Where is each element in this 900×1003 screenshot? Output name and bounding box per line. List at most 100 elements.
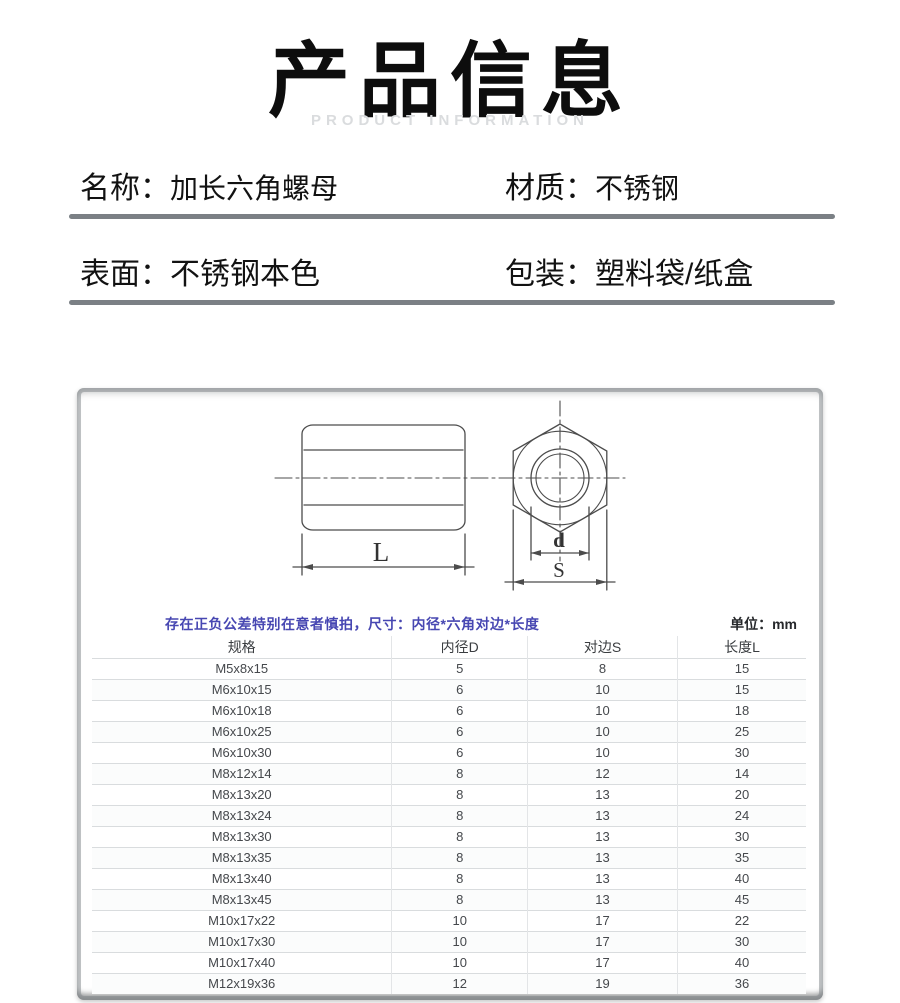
surface-value: 不锈钢本色 (170, 257, 320, 291)
table-cell: 45 (676, 888, 806, 910)
table-header-cell: 内径D (391, 636, 528, 658)
table-cell: 30 (676, 741, 806, 763)
table-cell: 18 (676, 699, 806, 721)
table-row: M6x10x18 6 10 18 (92, 699, 806, 721)
table-cell: 10 (527, 699, 678, 721)
divider-line (69, 213, 835, 219)
table-cell: 24 (676, 804, 806, 826)
table-row: M10x17x30 10 17 30 (92, 930, 806, 952)
table-cell: 14 (676, 762, 806, 784)
page-title: 产品信息 (267, 36, 632, 127)
table-row: M6x10x15 6 10 15 (92, 678, 806, 700)
table-cell: 6 (391, 699, 528, 721)
surface-field: 表面：不锈钢本色 (80, 249, 320, 293)
table-cell: 13 (527, 783, 678, 805)
table-cell: 10 (391, 930, 528, 952)
table-cell: 30 (676, 825, 806, 847)
side-view-drawing (274, 424, 511, 576)
tolerance-note: 存在正负公差特别在意者慎拍，尺寸：内径*六角对边*长度 (165, 616, 540, 632)
table-cell: 40 (676, 951, 806, 973)
table-cell: 6 (391, 678, 528, 700)
table-row: M5x8x15 5 8 15 (92, 657, 806, 679)
table-header-cell: 长度L (676, 636, 806, 658)
table-cell: M8x13x20 (92, 783, 392, 805)
table-cell: 8 (391, 846, 528, 868)
dimension-label-L: L (373, 537, 390, 567)
table-cell: M5x8x15 (92, 657, 392, 679)
table-row: M12x19x36 12 19 36 (92, 972, 806, 994)
table-cell: 35 (676, 846, 806, 868)
table-cell: 12 (527, 762, 678, 784)
info-row-2: 表面：不锈钢本色 包装：塑料袋/纸盒 (0, 249, 900, 293)
table-cell: 13 (527, 825, 678, 847)
table-cell: M6x10x18 (92, 699, 392, 721)
unit-label: 单位：mm (730, 616, 797, 632)
table-header-cell: 对边S (527, 636, 678, 658)
table-row: M8x13x30 8 13 30 (92, 825, 806, 847)
table-row: M6x10x25 6 10 25 (92, 720, 806, 742)
spec-table: 规格 内径D 对边S 长度L M5x8x15 5 8 15 M6x10x15 6 10 15 M6x1… (92, 636, 806, 994)
table-cell: 15 (676, 678, 806, 700)
table-cell: 36 (676, 972, 806, 994)
table-cell: M10x17x40 (92, 951, 392, 973)
front-view-drawing (499, 400, 626, 591)
dimension-label-S: S (553, 558, 565, 582)
table-cell: M6x10x25 (92, 720, 392, 742)
product-spec-photo: L d S 存在正负公差特别在意者慎拍，尺寸：内径*六角对边*长度 单位：mm … (77, 388, 823, 1000)
table-row: M6x10x30 6 10 30 (92, 741, 806, 763)
table-cell: 22 (676, 909, 806, 931)
material-value: 不锈钢 (595, 172, 680, 204)
table-cell: 8 (391, 888, 528, 910)
table-row: M8x13x45 8 13 45 (92, 888, 806, 910)
packaging-value: 塑料袋/纸盒 (595, 257, 754, 291)
table-cell: M8x13x30 (92, 825, 392, 847)
table-cell: M6x10x30 (92, 741, 392, 763)
table-cell: 8 (391, 762, 528, 784)
table-row: M8x12x14 8 12 14 (92, 762, 806, 784)
info-row-1: 名称：加长六角螺母 材质：不锈钢 (0, 163, 900, 207)
table-cell: 10 (527, 678, 678, 700)
table-cell: 8 (391, 783, 528, 805)
technical-drawing: L d S (274, 400, 626, 591)
table-row: M10x17x40 10 17 40 (92, 951, 806, 973)
table-cell: 10 (527, 720, 678, 742)
table-cell: 8 (391, 804, 528, 826)
material-label: 材质： (505, 171, 595, 205)
table-cell: 13 (527, 888, 678, 910)
dimension-label-d: d (553, 528, 565, 552)
table-note-row: 存在正负公差特别在意者慎拍，尺寸：内径*六角对边*长度 单位：mm (77, 613, 823, 635)
table-row: M8x13x40 8 13 40 (92, 867, 806, 889)
table-cell: 15 (676, 657, 806, 679)
table-cell: 8 (391, 825, 528, 847)
table-cell: M8x13x24 (92, 804, 392, 826)
table-cell: 13 (527, 846, 678, 868)
table-cell: 6 (391, 741, 528, 763)
table-row: M10x17x22 10 17 22 (92, 909, 806, 931)
table-cell: 17 (527, 951, 678, 973)
table-cell: 8 (391, 867, 528, 889)
table-cell: M8x13x40 (92, 867, 392, 889)
packaging-field: 包装：塑料袋/纸盒 (505, 249, 753, 293)
table-cell: 17 (527, 930, 678, 952)
table-cell: 20 (676, 783, 806, 805)
surface-label: 表面： (80, 257, 170, 291)
material-field: 材质：不锈钢 (505, 163, 679, 207)
spec-table-body: M5x8x15 5 8 15 M6x10x15 6 10 15 M6x10x18 6 10 18 M6x… (92, 657, 806, 994)
divider-line (69, 299, 835, 305)
table-cell: 19 (527, 972, 678, 994)
table-row: M8x13x24 8 13 24 (92, 804, 806, 826)
table-cell: M12x19x36 (92, 972, 392, 994)
table-cell: 40 (676, 867, 806, 889)
table-cell: 10 (391, 951, 528, 973)
product-name-field: 名称：加长六角螺母 (80, 163, 338, 207)
table-header-cell: 规格 (227, 638, 256, 655)
table-cell: M6x10x15 (92, 678, 392, 700)
table-cell: 17 (527, 909, 678, 931)
table-cell: 6 (391, 720, 528, 742)
table-cell: M8x13x45 (92, 888, 392, 910)
table-cell: 12 (391, 972, 528, 994)
table-row: M8x13x20 8 13 20 (92, 783, 806, 805)
name-value: 加长六角螺母 (170, 172, 339, 204)
table-cell: 25 (676, 720, 806, 742)
table-cell: 13 (527, 867, 678, 889)
